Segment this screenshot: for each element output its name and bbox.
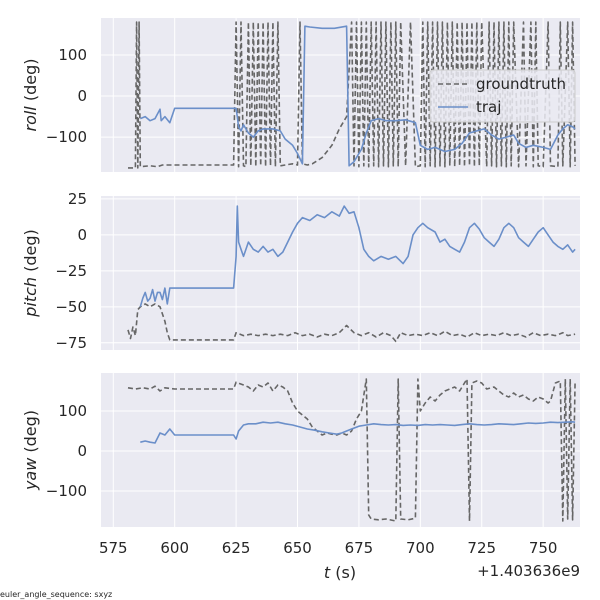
yaw-y-axis-label: yaw (deg) bbox=[21, 410, 40, 491]
x-axis-offset-label: +1.403636e9 bbox=[477, 562, 580, 580]
x-tick-label: 675 bbox=[345, 539, 374, 557]
x-tick-label: 750 bbox=[529, 539, 558, 557]
roll-y-axis-label: roll (deg) bbox=[21, 59, 40, 132]
x-tick-label: 600 bbox=[160, 539, 189, 557]
yaw-traj-series-line bbox=[140, 421, 576, 444]
pitch-y-axis-label: pitch (deg) bbox=[21, 229, 40, 318]
pitch-y-tick-label: −75 bbox=[55, 334, 87, 352]
yaw-y-tick-label: −100 bbox=[46, 482, 87, 500]
x-axis-label: t (s) bbox=[324, 563, 356, 582]
pitch-subplot: −75 −50 −25 0 25 pitch (deg) bbox=[21, 190, 580, 352]
x-tick-label: 625 bbox=[222, 539, 251, 557]
yaw-plot-area bbox=[101, 373, 580, 527]
yaw-groundtruth-series-line bbox=[127, 378, 576, 522]
pitch-traj-series-line bbox=[139, 205, 576, 308]
pitch-y-tick-label: 0 bbox=[77, 226, 87, 244]
x-tick-label: 725 bbox=[467, 539, 496, 557]
legend-label-groundtruth: groundtruth bbox=[476, 75, 566, 93]
footnote: euler_angle_sequence: sxyz bbox=[0, 590, 112, 599]
yaw-y-tick-label: 100 bbox=[58, 402, 87, 420]
roll-y-tick-label: 0 bbox=[77, 87, 87, 105]
x-tick-label: 650 bbox=[283, 539, 312, 557]
roll-groundtruth-series-line bbox=[128, 21, 576, 169]
roll-y-tick-label: 100 bbox=[58, 46, 87, 64]
x-tick-label: 700 bbox=[406, 539, 435, 557]
pitch-plot-area bbox=[101, 196, 580, 350]
roll-y-tick-label: −100 bbox=[46, 128, 87, 146]
legend-label-traj: traj bbox=[476, 98, 501, 116]
pitch-y-tick-label: 25 bbox=[68, 190, 87, 208]
roll-traj-series-line bbox=[139, 25, 576, 167]
legend: groundtruth traj bbox=[429, 69, 576, 123]
yaw-subplot: −100 0 100 yaw (deg) 575 600 625 650 675 700 725 75… bbox=[21, 373, 580, 557]
pitch-y-tick-label: −25 bbox=[55, 262, 87, 280]
yaw-y-tick-label: 0 bbox=[77, 442, 87, 460]
pitch-y-tick-label: −50 bbox=[55, 298, 87, 316]
x-tick-label: 575 bbox=[99, 539, 128, 557]
legend-box bbox=[429, 69, 576, 123]
